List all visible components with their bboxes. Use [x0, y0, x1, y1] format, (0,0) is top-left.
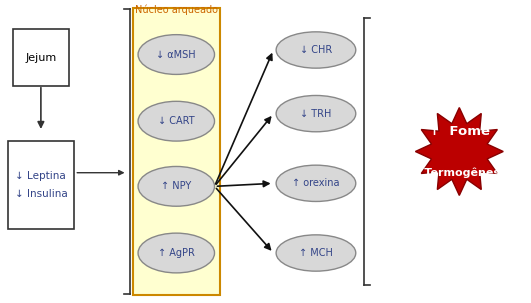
- Text: ↓ αMSH: ↓ αMSH: [157, 49, 196, 60]
- FancyBboxPatch shape: [133, 8, 220, 295]
- Text: ↑ NPY: ↑ NPY: [161, 181, 191, 191]
- Text: ↓ CHR: ↓ CHR: [300, 45, 332, 55]
- Ellipse shape: [276, 95, 356, 132]
- Text: ↑ orexina: ↑ orexina: [292, 178, 340, 188]
- Polygon shape: [415, 108, 503, 195]
- Text: Jejum: Jejum: [25, 52, 57, 63]
- Ellipse shape: [276, 235, 356, 271]
- Ellipse shape: [276, 165, 356, 201]
- Text: ↑ MCH: ↑ MCH: [299, 248, 333, 258]
- Ellipse shape: [138, 233, 215, 273]
- Text: ↓ Leptina
↓ Insulina: ↓ Leptina ↓ Insulina: [15, 171, 67, 199]
- Text: ↓ TRH: ↓ TRH: [300, 108, 332, 119]
- Ellipse shape: [138, 166, 215, 206]
- Text: ↑  Fome: ↑ Fome: [429, 125, 490, 138]
- FancyBboxPatch shape: [13, 29, 69, 86]
- Text: ↑ AgPR: ↑ AgPR: [158, 248, 195, 258]
- Ellipse shape: [138, 35, 215, 75]
- Ellipse shape: [138, 101, 215, 141]
- Text: ↓ CART: ↓ CART: [158, 116, 194, 126]
- Text: ↓ Termogênese: ↓ Termogênese: [411, 168, 508, 178]
- Text: Núcleo arqueado: Núcleo arqueado: [135, 5, 218, 15]
- FancyBboxPatch shape: [8, 141, 74, 229]
- Ellipse shape: [276, 32, 356, 68]
